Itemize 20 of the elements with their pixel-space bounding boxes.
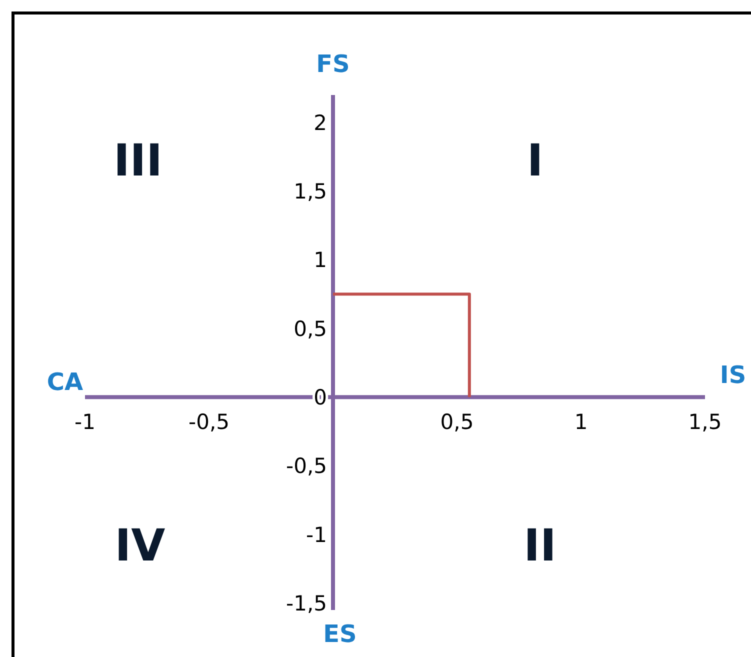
y-tick-label: -0,5: [286, 454, 327, 478]
y-tick-label: -1: [306, 522, 327, 547]
text: ES: [323, 620, 357, 648]
annotation: III: [113, 135, 163, 186]
y-tick-label: 1,5: [294, 179, 327, 204]
text: CA: [46, 368, 84, 396]
y-tick-label: 0,5: [294, 316, 327, 341]
x-tick-label: -1: [74, 410, 96, 434]
y-tick-label: -1,5: [286, 591, 327, 616]
y-axis-title: FS: [316, 50, 350, 78]
x-tick-label: 1,5: [688, 410, 722, 434]
x-axis-title: IS: [720, 361, 746, 390]
y-tick-label: 1: [314, 248, 327, 272]
annotation: II: [524, 520, 556, 572]
x-tick-label: -0,5: [188, 410, 230, 434]
x-tick-label: 0,5: [440, 410, 474, 434]
annotation: IV: [114, 520, 166, 572]
y-tick-label: 2: [314, 110, 327, 135]
annotation: I: [526, 135, 544, 186]
x-tick-label: 1: [574, 410, 588, 434]
